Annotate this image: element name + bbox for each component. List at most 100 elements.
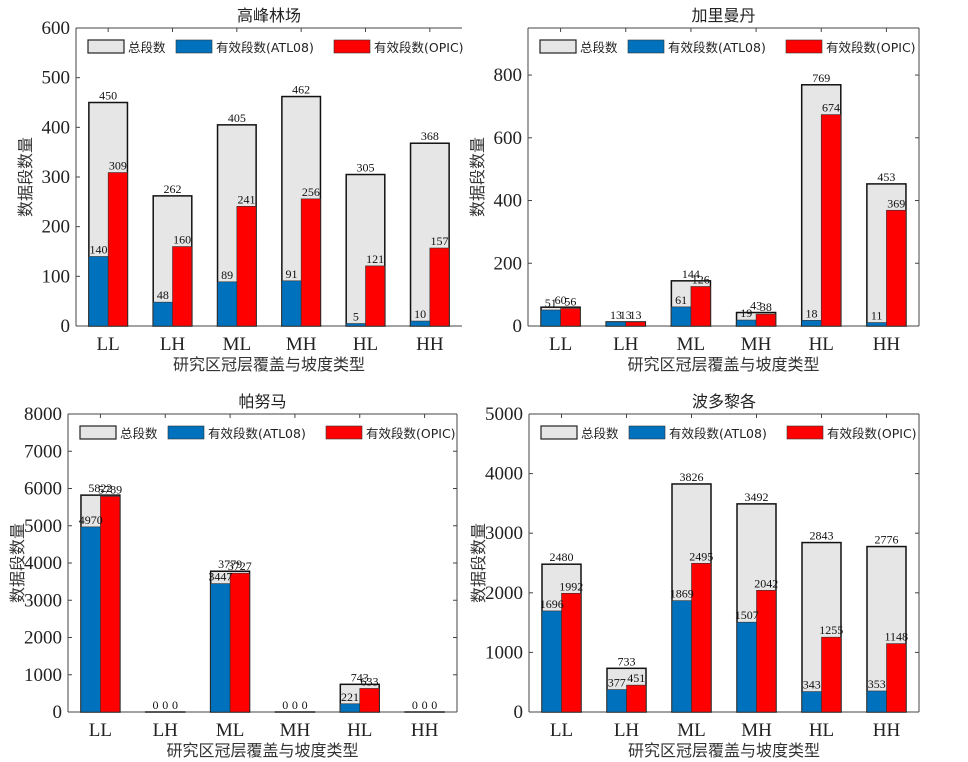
bar-atl08 bbox=[345, 323, 366, 327]
data-label-total: 453 bbox=[877, 170, 895, 184]
y-tick-label: 200 bbox=[42, 217, 71, 238]
bar-group-MH: 00 0 bbox=[274, 698, 316, 713]
legend-swatch-1 bbox=[540, 425, 578, 440]
data-label-total: 3492 bbox=[745, 490, 769, 504]
legend: 总段数 有效段数(ATL08) 有效段数(OPIC) bbox=[539, 39, 916, 55]
data-label-atl08: 91 bbox=[286, 267, 298, 281]
data-label-total: 144 bbox=[682, 267, 700, 281]
x-tick-label: ML bbox=[223, 334, 252, 355]
legend: 总段数 有效段数(ATL08) 有效段数(OPIC) bbox=[87, 39, 464, 55]
bar-atl08 bbox=[866, 322, 887, 327]
legend: 总段数 有效段数(ATL08) 有效段数(OPIC) bbox=[540, 425, 917, 441]
bar-atl08 bbox=[866, 690, 887, 713]
bar-atl08 bbox=[152, 301, 173, 327]
data-label-atl08: 10 bbox=[414, 307, 426, 321]
legend-swatch-2 bbox=[627, 39, 665, 54]
bar-opic bbox=[691, 562, 712, 713]
data-label-opic: 241 bbox=[237, 192, 255, 206]
bar-group-ML: 144 61 126 bbox=[670, 267, 712, 327]
chart-panel-2: 加里曼丹 0 200 400 600 800 LL LH ML MH HL HH 研究区冠层覆盖与坡度类… bbox=[468, 6, 920, 374]
bar-atl08 bbox=[801, 691, 822, 713]
data-label-total: 733 bbox=[618, 654, 636, 668]
y-axis-title: 数据段数量 bbox=[16, 137, 35, 217]
data-label-opic: 633 bbox=[360, 674, 378, 688]
data-label-total: 2776 bbox=[875, 533, 899, 547]
bar-opic bbox=[229, 572, 250, 713]
legend-swatch-1 bbox=[87, 39, 125, 54]
data-label-total: 60 bbox=[555, 293, 567, 307]
data-label-total: 5822 bbox=[88, 481, 112, 495]
data-label-atl08: 18 bbox=[805, 306, 817, 320]
data-label-total: 262 bbox=[164, 182, 182, 196]
bar-atl08 bbox=[736, 319, 757, 327]
legend-label-1: 总段数 bbox=[580, 40, 618, 55]
chart-title: 高峰林场 bbox=[237, 6, 301, 25]
y-tick-label: 5000 bbox=[485, 404, 523, 425]
bar-group-LH: 733 377 451 bbox=[606, 654, 647, 713]
y-tick-label: 600 bbox=[494, 128, 523, 149]
y-tick-label: 300 bbox=[42, 167, 71, 188]
bar-group-LL: 450 140 309 bbox=[88, 89, 129, 327]
x-tick-label: LH bbox=[153, 720, 179, 741]
data-label-atl08: 140 bbox=[90, 242, 108, 256]
bar-atl08 bbox=[339, 703, 361, 713]
bar-group-LH: 262 48 160 bbox=[152, 182, 193, 327]
bar-group-HL: 305 5 121 bbox=[345, 161, 386, 327]
y-tick-label: 100 bbox=[42, 266, 71, 287]
bar-atl08 bbox=[605, 321, 627, 327]
y-tick-label: 0 bbox=[514, 702, 524, 723]
bar-opic bbox=[625, 321, 646, 327]
data-label-atl08: 48 bbox=[157, 288, 169, 302]
y-tick-label: 8000 bbox=[24, 404, 62, 425]
x-tick-label: LL bbox=[549, 334, 572, 355]
data-label-total: 2843 bbox=[810, 529, 834, 543]
bar-opic bbox=[172, 246, 193, 327]
data-label-total: 3779 bbox=[218, 557, 242, 571]
data-label-atl08: 377 bbox=[608, 676, 626, 690]
bar-opic bbox=[429, 247, 450, 327]
x-tick-label: HH bbox=[873, 720, 901, 741]
legend-label-2: 有效段数(ATL08) bbox=[668, 40, 766, 55]
bar-group-ML: 3826 1869 2495 bbox=[670, 470, 713, 713]
data-label-opic: 13 bbox=[630, 308, 642, 322]
x-axis-title: 研究区冠层覆盖与坡度类型 bbox=[166, 741, 358, 760]
x-tick-label: LH bbox=[614, 720, 640, 741]
bar-atl08 bbox=[540, 309, 561, 327]
data-label-opic: 451 bbox=[627, 671, 645, 685]
legend-swatch-1 bbox=[79, 425, 117, 440]
y-tick-label: 0 bbox=[513, 316, 523, 337]
data-label-total: 368 bbox=[421, 129, 439, 143]
bar-group-ML: 405 89 241 bbox=[216, 111, 257, 327]
bar-opic bbox=[886, 209, 907, 327]
legend-label-3: 有效段数(OPIC) bbox=[366, 426, 456, 441]
bar-atl08 bbox=[671, 306, 692, 327]
bar-opic bbox=[755, 313, 776, 327]
x-tick-label: HL bbox=[347, 720, 372, 741]
data-label-atl08: 1869 bbox=[670, 587, 694, 601]
bar-opic bbox=[107, 172, 128, 327]
bar-atl08 bbox=[80, 526, 101, 713]
y-tick-label: 2000 bbox=[485, 583, 523, 604]
data-label-atl08: 89 bbox=[221, 268, 233, 282]
x-tick-label: LL bbox=[550, 720, 573, 741]
bar-opic bbox=[821, 636, 842, 713]
data-label-opic: 1992 bbox=[559, 579, 583, 593]
x-tick-label: MH bbox=[741, 334, 772, 355]
data-label-atl08: 11 bbox=[871, 309, 883, 323]
bar-opic bbox=[236, 206, 257, 327]
x-tick-label: MH bbox=[286, 334, 317, 355]
y-tick-label: 2000 bbox=[24, 628, 62, 649]
y-tick-label: 4000 bbox=[24, 553, 62, 574]
x-tick-label: LH bbox=[613, 334, 639, 355]
bar-atl08 bbox=[671, 600, 692, 713]
bar-group-HH: 453 11 369 bbox=[866, 170, 907, 327]
chart-title: 波多黎各 bbox=[692, 392, 756, 411]
y-tick-label: 1000 bbox=[24, 665, 62, 686]
legend-swatch-3 bbox=[785, 39, 823, 54]
legend-swatch-3 bbox=[325, 425, 363, 440]
y-tick-label: 6000 bbox=[24, 479, 62, 500]
